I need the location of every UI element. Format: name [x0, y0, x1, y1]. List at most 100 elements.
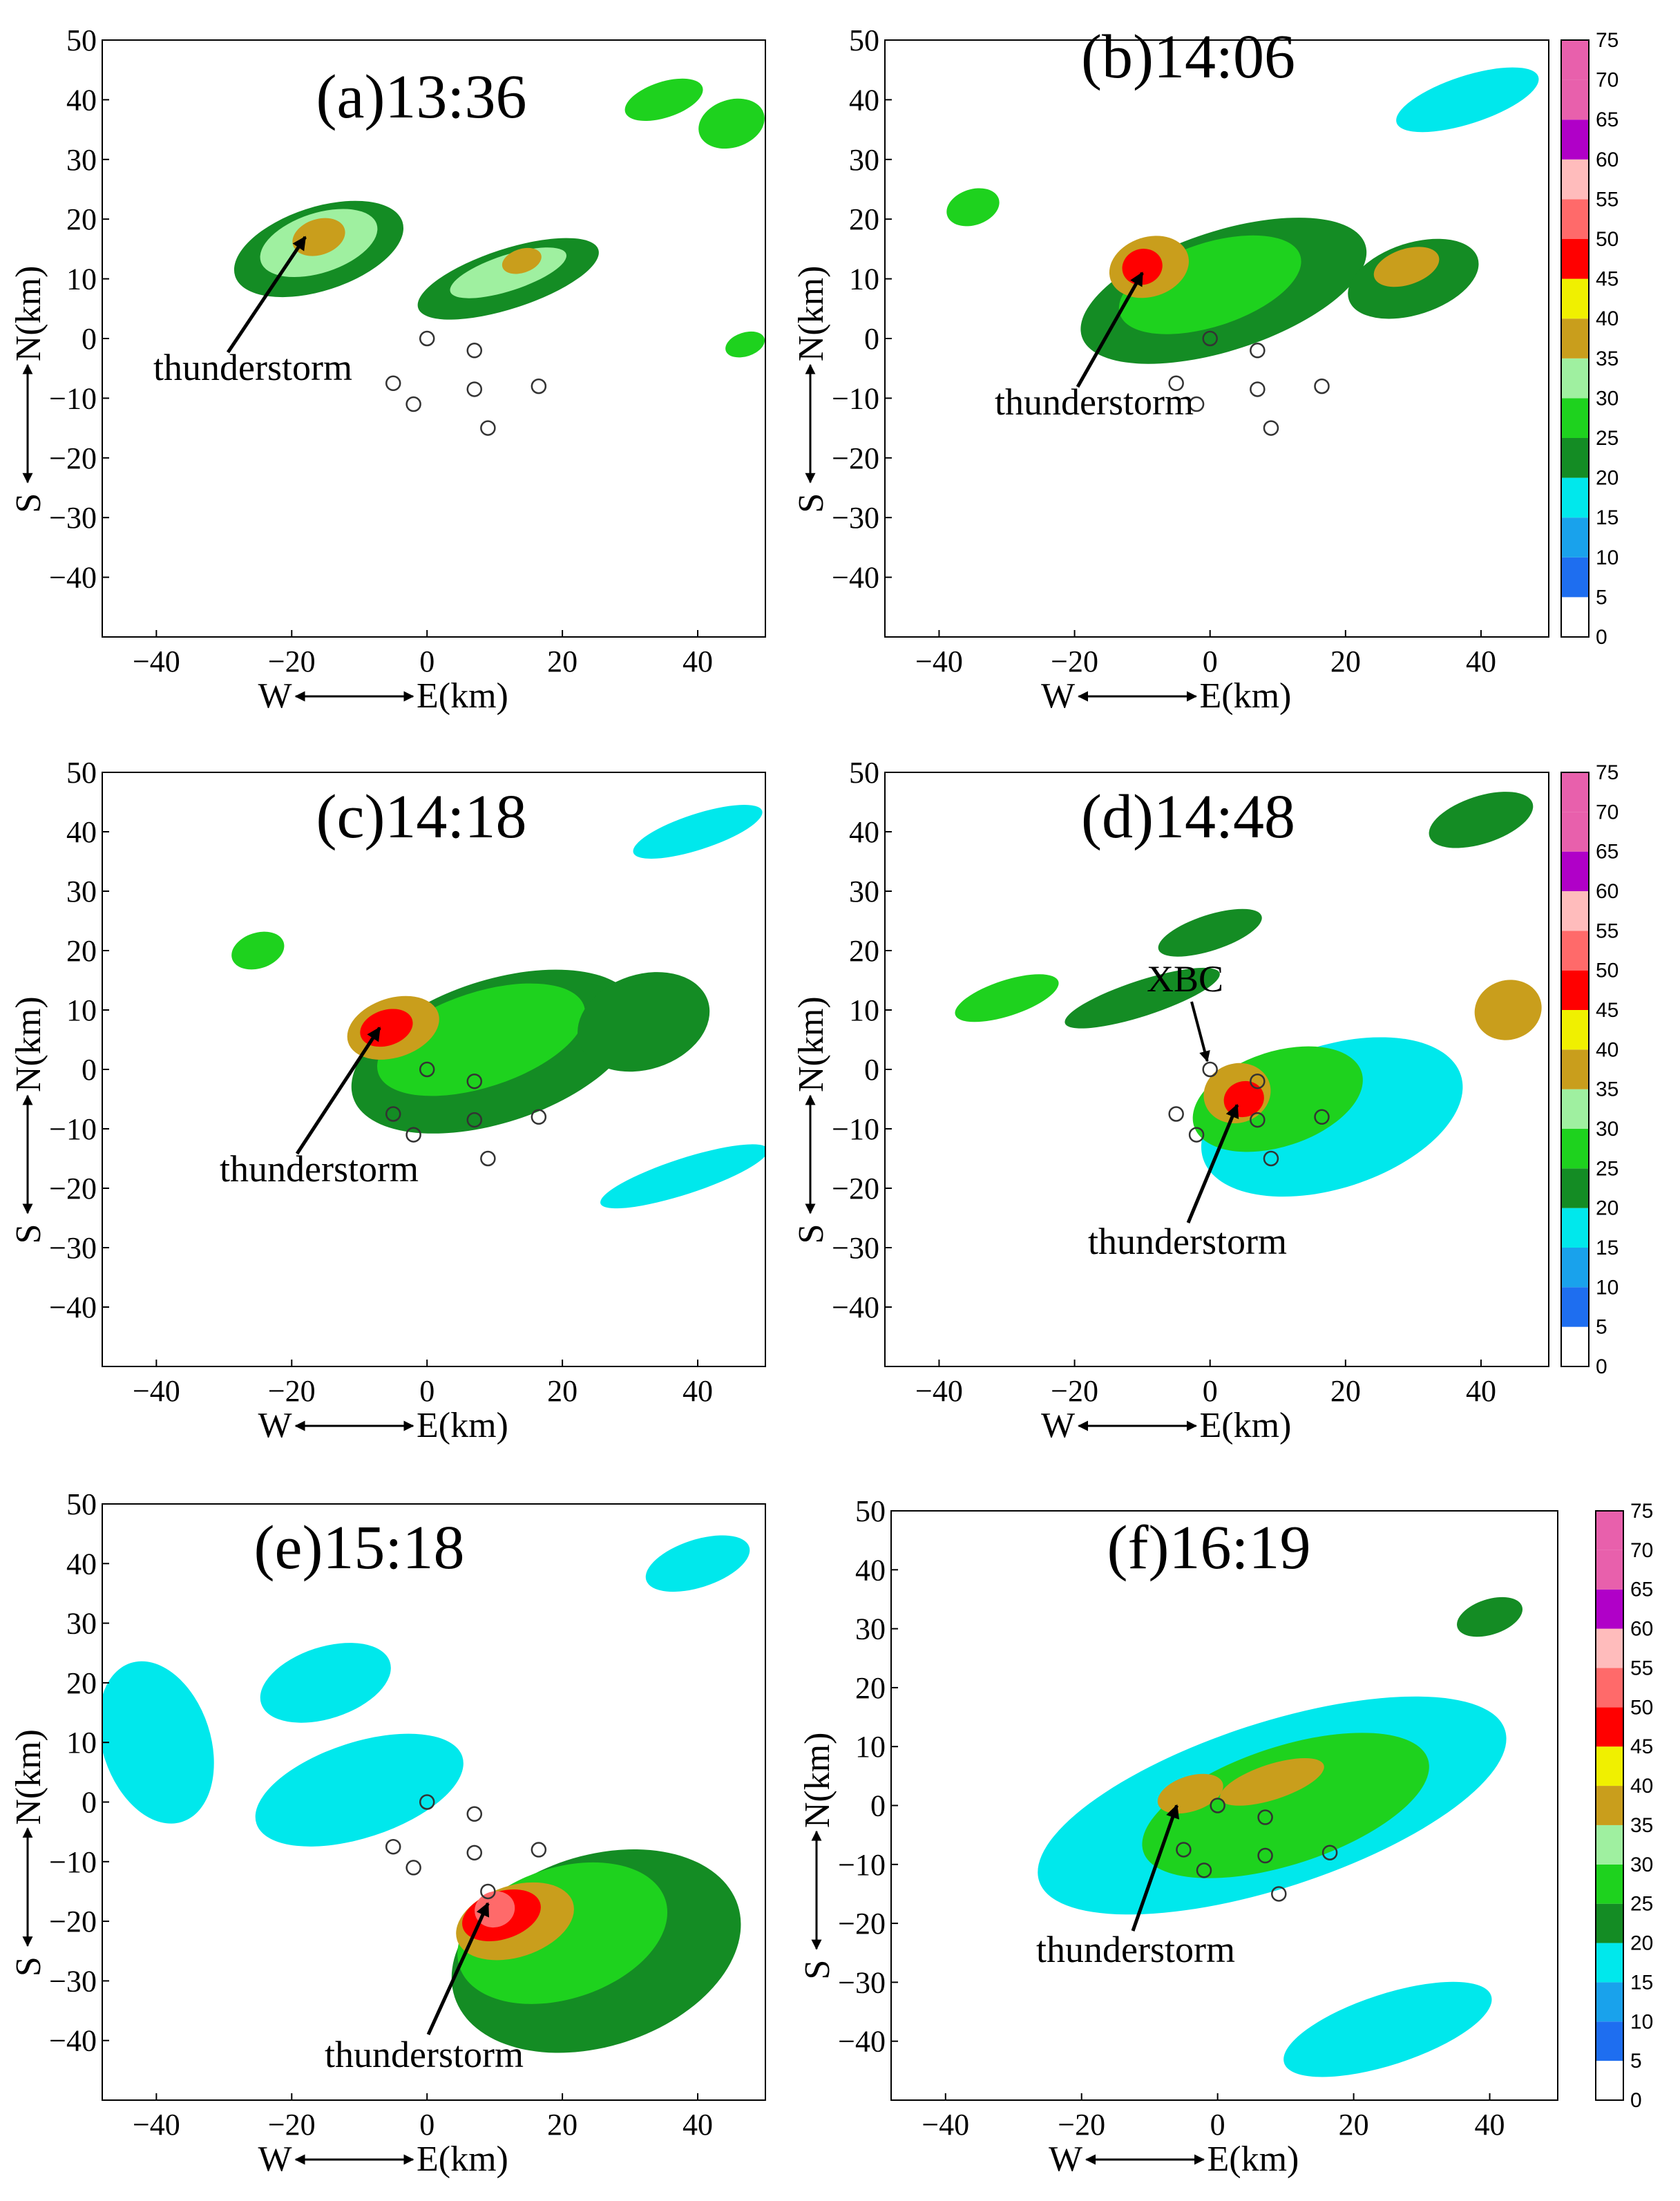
station-marker	[466, 1845, 483, 1861]
y-tick-label: 40	[849, 815, 879, 849]
station-marker	[1210, 1798, 1225, 1813]
y-tick-label: −30	[838, 1965, 886, 1999]
colorbar-tick-label: 10	[1596, 546, 1619, 569]
colorbar-tick-label: 10	[1596, 1276, 1619, 1299]
y-tick-label: 50	[849, 756, 879, 790]
colorbar-bin	[1561, 517, 1589, 558]
reflectivity-cell	[1373, 247, 1440, 287]
y-axis-prefix: S	[792, 1224, 831, 1244]
panel-3: −40 −20 0 20 40 50 40 30 20 10 0 −10 −20 −30 −40 W E(km)…	[9, 756, 766, 1445]
colorbar-bin	[1596, 1511, 1623, 1550]
panel-title: (f)16:19	[1107, 1514, 1311, 1582]
colorbar-bin	[1596, 1589, 1623, 1629]
y-tick-label: −40	[49, 561, 97, 595]
panel-4: −40 −20 0 20 40 50 40 30 20 10 0 −10 −20 −30 −40 W E(km)…	[792, 756, 1549, 1445]
y-axis-label: N(km)	[792, 266, 831, 362]
colorbar-bin	[1561, 159, 1589, 200]
reflectivity-cell	[1220, 1757, 1324, 1806]
colorbar-tick-label: 65	[1630, 1579, 1653, 1601]
colorbar-tick-label: 50	[1596, 228, 1619, 251]
y-tick-label: 10	[66, 263, 97, 296]
colorbar-tick-label: 65	[1596, 108, 1619, 131]
x-tick-label: −40	[915, 645, 963, 678]
y-tick-label: 50	[855, 1494, 886, 1528]
x-tick-label: −20	[268, 645, 316, 678]
y-tick-label: −10	[838, 1848, 886, 1882]
colorbar-tick-label: 30	[1596, 387, 1619, 410]
plot-area	[955, 792, 1542, 1197]
x-tick-label: 0	[1203, 1374, 1218, 1408]
station-marker	[466, 343, 483, 359]
x-tick-label: 40	[1475, 2108, 1505, 2142]
reflectivity-cell	[1474, 980, 1542, 1040]
y-axis-group: S N(km)	[9, 1729, 48, 1976]
colorbar-bin	[1561, 398, 1589, 438]
y-tick-label: 30	[855, 1612, 886, 1646]
annotation-thunderstorm: thunderstorm	[1088, 1221, 1287, 1262]
colorbar-tick-label: 75	[1630, 1500, 1653, 1523]
x-axis-prefix: W	[1041, 676, 1075, 716]
x-tick-label: 0	[1210, 2108, 1225, 2142]
colorbar-tick-label: 0	[1596, 1355, 1607, 1378]
colorbar-bin	[1561, 477, 1589, 518]
station-marker	[405, 1127, 421, 1143]
annotation-arrow	[1076, 271, 1144, 388]
plot-area	[946, 67, 1539, 436]
station-marker	[480, 420, 496, 436]
colorbar-tick-label: 50	[1630, 1696, 1653, 1719]
colorbar-tick-label: 45	[1630, 1735, 1653, 1758]
station-marker	[405, 396, 421, 412]
station-marker	[1196, 1862, 1212, 1878]
colorbar-tick-label: 70	[1596, 69, 1619, 92]
x-tick-label: −40	[922, 2108, 969, 2142]
y-tick-label: −10	[49, 1112, 97, 1146]
colorbar-bin	[1596, 1864, 1623, 1904]
station-marker	[1202, 330, 1218, 347]
plot-area	[102, 1535, 750, 2053]
x-tick-label: −40	[133, 2108, 180, 2142]
y-tick-label: 0	[864, 322, 879, 356]
colorbar-tick-label: 0	[1630, 2089, 1642, 2112]
x-tick-label: −20	[268, 1374, 316, 1408]
station-marker	[1314, 378, 1330, 394]
colorbar-bin	[1561, 1129, 1589, 1169]
annotation-arrow	[1190, 1001, 1210, 1063]
station-marker	[385, 375, 401, 392]
colorbar-tick-label: 15	[1630, 1971, 1653, 1994]
y-tick-label: −20	[49, 1905, 97, 1938]
annotation-thunderstorm: thunderstorm	[1036, 1929, 1235, 1970]
x-axis-label: E(km)	[1208, 2140, 1299, 2179]
station-marker	[1188, 1127, 1205, 1143]
reflectivity-cell	[600, 1144, 765, 1209]
colorbar-frame	[1560, 772, 1590, 1367]
colorbar-bin	[1596, 1707, 1623, 1747]
y-tick-label: 10	[855, 1730, 886, 1764]
colorbar-bin	[1561, 1248, 1589, 1288]
station-marker	[1250, 343, 1266, 359]
y-tick-label: −40	[832, 561, 879, 595]
colorbar-bin	[1596, 2021, 1623, 2061]
panel-title: (b)14:06	[1081, 23, 1295, 91]
panel-title: (a)13:36	[316, 63, 527, 131]
station-marker	[405, 1860, 421, 1876]
annotation-thunderstorm: thunderstorm	[220, 1148, 419, 1190]
y-axis-prefix: S	[9, 1956, 48, 1976]
y-axis-label: N(km)	[792, 996, 831, 1092]
x-tick-label: −40	[133, 1374, 180, 1408]
station-marker	[1250, 1073, 1266, 1089]
y-tick-label: −20	[838, 1907, 886, 1941]
y-tick-label: −20	[49, 441, 97, 475]
y-tick-label: −40	[49, 1290, 97, 1324]
annotation-arrow	[426, 1902, 490, 2036]
colorbar-tick-label: 5	[1596, 1316, 1607, 1339]
station-marker	[1257, 1809, 1273, 1825]
y-tick-label: −10	[49, 381, 97, 415]
x-tick-label: 40	[682, 645, 713, 678]
colorbar-tick-label: 10	[1630, 2010, 1653, 2033]
colorbar-bin	[1561, 358, 1589, 399]
reflectivity-cell	[231, 931, 285, 970]
x-tick-label: 0	[419, 1374, 435, 1408]
colorbar-frame	[1595, 1510, 1624, 2101]
y-tick-label: 20	[849, 202, 879, 236]
